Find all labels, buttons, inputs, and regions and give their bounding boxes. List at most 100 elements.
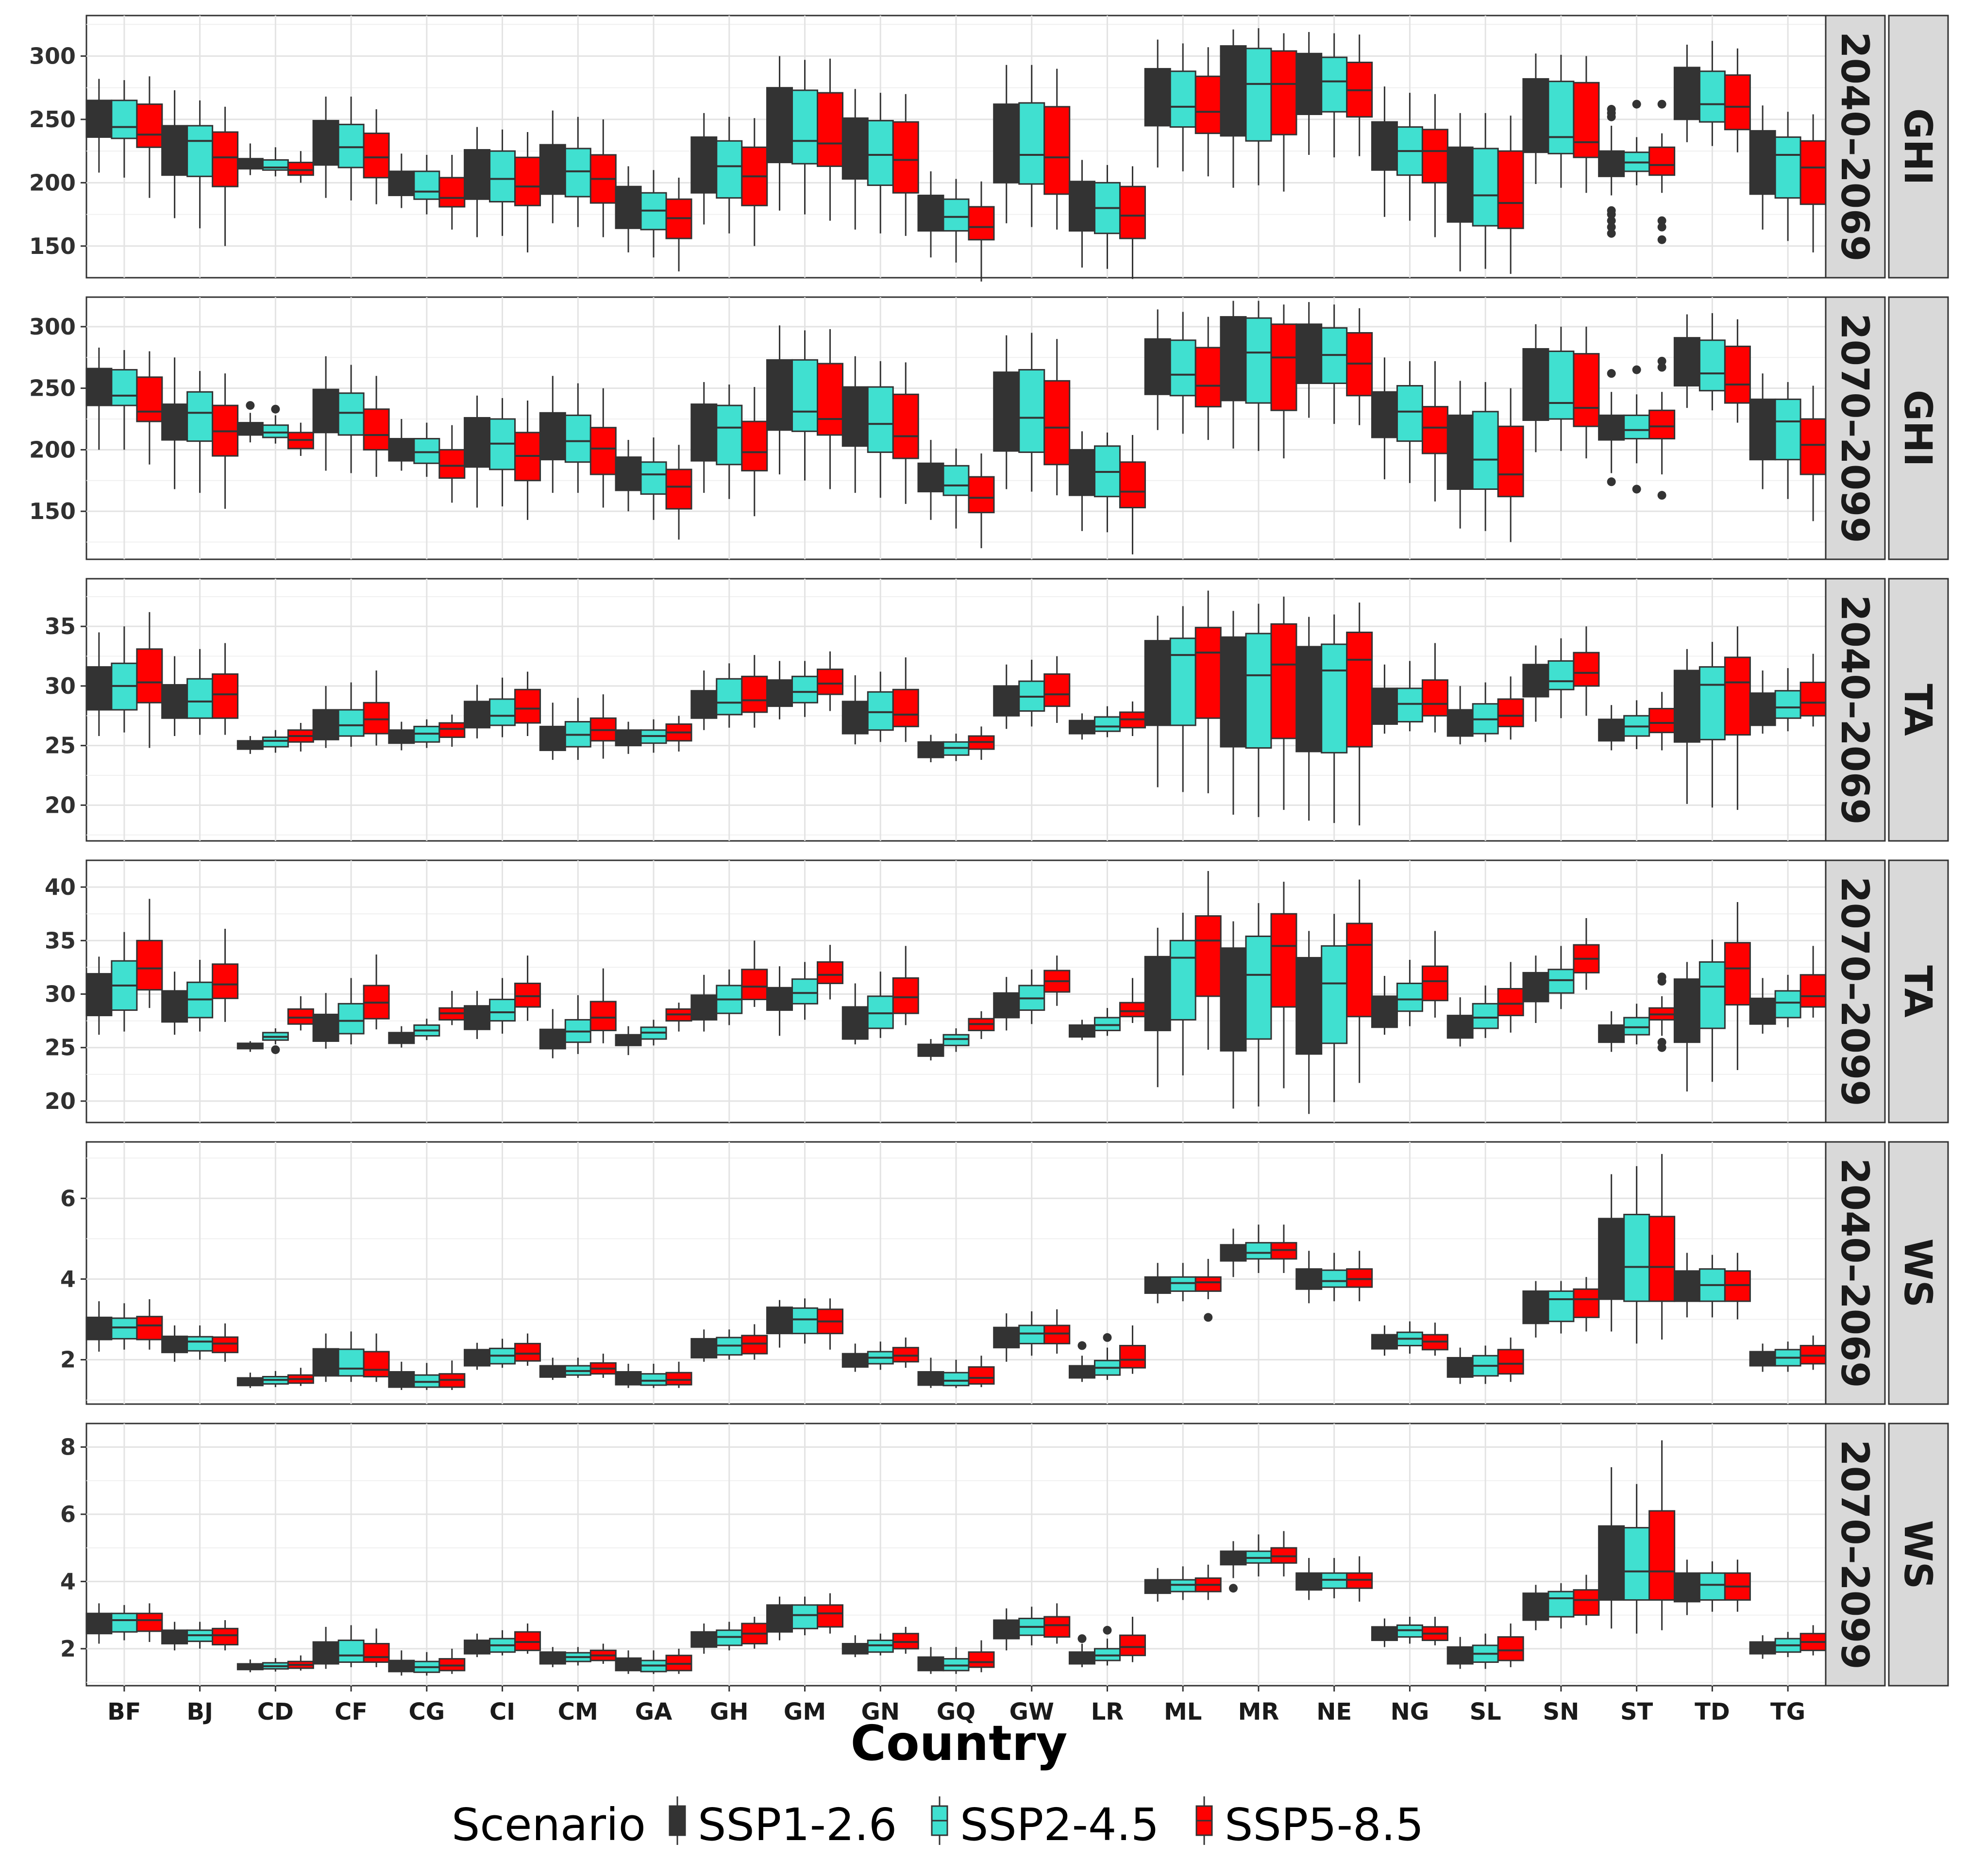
- box-body: [413, 170, 440, 200]
- box-SL-SSP2-4.5: [1472, 682, 1499, 742]
- legend-item-label: SSP2-4.5: [960, 1799, 1159, 1851]
- box-body: [1396, 385, 1423, 442]
- box-SN-SSP2-4.5: [1547, 946, 1575, 1009]
- box-GQ-SSP1-2.6: [917, 1039, 944, 1061]
- box-SL-SSP5-8.5: [1497, 1337, 1524, 1382]
- box-GA-SSP1-2.6: [615, 440, 642, 512]
- box-TG-SSP5-8.5: [1799, 1625, 1827, 1656]
- box-body: [1522, 78, 1549, 153]
- box-CG-SSP5-8.5: [438, 154, 466, 230]
- box-GH-SSP1-2.6: [690, 1623, 718, 1654]
- y-tick-label: 6: [60, 1501, 76, 1527]
- box-body: [1169, 70, 1196, 128]
- box-body: [1321, 945, 1348, 1044]
- box-body: [1573, 82, 1600, 158]
- box-body: [968, 1651, 995, 1668]
- box-body: [1573, 1589, 1600, 1616]
- box-CM-SSP1-2.6: [539, 1009, 566, 1058]
- box-CD-SSP2-4.5: [262, 730, 289, 753]
- box-GM-SSP2-4.5: [791, 1298, 819, 1344]
- box-body: [111, 100, 138, 139]
- box-SL-SSP1-2.6: [1446, 381, 1474, 529]
- box-CM-SSP1-2.6: [539, 703, 566, 760]
- box-body: [1673, 67, 1700, 120]
- box-body: [615, 185, 642, 229]
- box-GW-SSP2-4.5: [1018, 1607, 1045, 1645]
- facet-panel-5: 2 4 6 2040–2069 WS: [60, 1141, 1949, 1405]
- box-NG-SSP2-4.5: [1396, 361, 1423, 483]
- box-SL-SSP5-8.5: [1497, 962, 1524, 1033]
- box-NG-SSP1-2.6: [1371, 664, 1398, 734]
- box-ST-SSP5-8.5: [1648, 996, 1676, 1036]
- box-GQ-SSP5-8.5: [968, 1356, 995, 1388]
- box-BJ-SSP5-8.5: [212, 643, 239, 735]
- box-ML-SSP1-2.6: [1144, 1568, 1171, 1602]
- box-body: [363, 133, 390, 179]
- box-body: [1270, 323, 1297, 411]
- box-body: [892, 393, 919, 459]
- y-tick-label: 6: [60, 1185, 76, 1211]
- box-body: [690, 690, 718, 719]
- y-tick-label: 20: [45, 1088, 76, 1114]
- box-NG-SSP1-2.6: [1371, 86, 1398, 217]
- box-GN-SSP5-8.5: [892, 946, 919, 1025]
- box-body: [1698, 1572, 1726, 1601]
- box-MR-SSP2-4.5: [1245, 1534, 1272, 1576]
- box-NG-SSP2-4.5: [1396, 661, 1423, 732]
- box-body: [212, 963, 239, 999]
- legend-item-SSP5-8.5: SSP5-8.5: [1195, 1796, 1424, 1851]
- box-body: [766, 1306, 793, 1335]
- box-body: [85, 973, 113, 1017]
- x-axis: BF BJ CD CF CG CI CM GA GH GM GN GQ GW LR ML MR NE NG SL SN…: [107, 1686, 1805, 1725]
- box-SN-SSP2-4.5: [1547, 638, 1575, 719]
- box-BJ-SSP2-4.5: [186, 371, 214, 493]
- y-tick-label: 30: [45, 981, 76, 1007]
- box-BJ-SSP5-8.5: [212, 929, 239, 1022]
- box-body: [337, 1348, 365, 1377]
- box-GA-SSP1-2.6: [615, 1650, 642, 1674]
- box-body: [1295, 323, 1323, 384]
- box-body: [1724, 942, 1751, 1006]
- box-CI-SSP2-4.5: [489, 677, 516, 737]
- box-body: [1799, 418, 1827, 475]
- box-NG-SSP5-8.5: [1421, 1617, 1448, 1645]
- x-tick-label: CF: [335, 1698, 368, 1725]
- box-MR-SSP5-8.5: [1270, 1531, 1297, 1576]
- box-SN-SSP2-4.5: [1547, 1583, 1575, 1629]
- box-GA-SSP5-8.5: [665, 1003, 692, 1032]
- box-body: [917, 741, 944, 758]
- box-GW-SSP5-8.5: [1043, 68, 1071, 230]
- box-body: [186, 391, 214, 442]
- box-TD-SSP5-8.5: [1724, 1559, 1751, 1612]
- box-CD-SSP5-8.5: [287, 151, 314, 183]
- box-body: [1497, 1636, 1524, 1661]
- box-body: [85, 1612, 113, 1635]
- box-TG-SSP5-8.5: [1799, 946, 1827, 1018]
- box-CM-SSP2-4.5: [564, 698, 591, 760]
- box-SL-SSP2-4.5: [1472, 985, 1499, 1038]
- box-CI-SSP2-4.5: [489, 1630, 516, 1656]
- box-body: [1220, 947, 1247, 1052]
- box-BF-SSP2-4.5: [111, 1605, 138, 1641]
- box-CG-SSP1-2.6: [388, 153, 415, 208]
- box-body: [942, 198, 970, 232]
- box-GW-SSP5-8.5: [1043, 955, 1071, 1006]
- box-GN-SSP2-4.5: [867, 361, 894, 498]
- box-body: [1169, 339, 1196, 397]
- box-body: [111, 1612, 138, 1633]
- strip-period-background: [1825, 296, 1886, 560]
- box-CM-SSP5-8.5: [589, 119, 617, 237]
- box-body: [464, 701, 491, 729]
- box-body: [1396, 982, 1423, 1012]
- box-CM-SSP2-4.5: [564, 995, 591, 1054]
- box-CF-SSP2-4.5: [337, 96, 365, 201]
- box-NG-SSP5-8.5: [1421, 931, 1448, 1018]
- box-SN-SSP1-2.6: [1522, 645, 1549, 722]
- box-ML-SSP1-2.6: [1144, 309, 1171, 430]
- box-body: [514, 982, 541, 1008]
- box-body: [589, 1001, 617, 1031]
- x-tick-label: MR: [1238, 1698, 1279, 1725]
- box-MR-SSP2-4.5: [1245, 903, 1272, 1106]
- box-CI-SSP1-2.6: [464, 990, 491, 1039]
- box-CD-SSP2-4.5: [262, 415, 289, 444]
